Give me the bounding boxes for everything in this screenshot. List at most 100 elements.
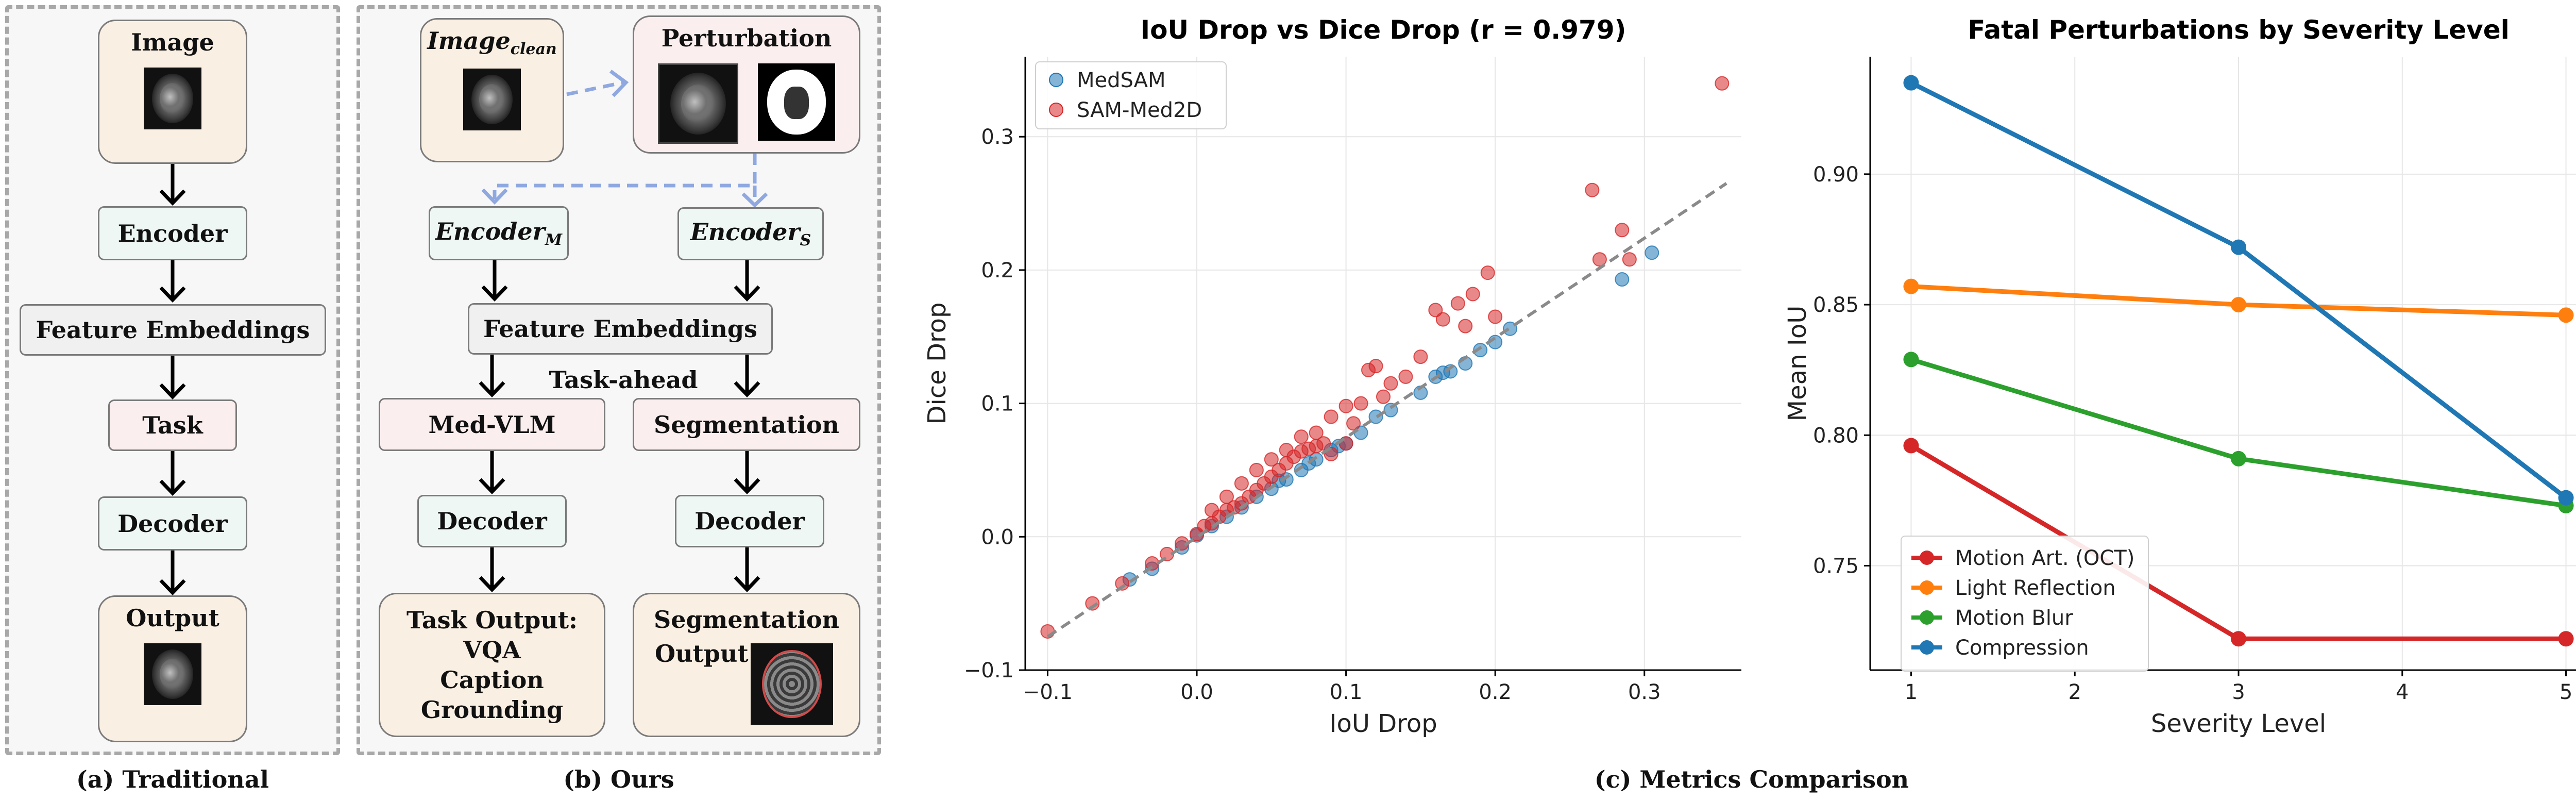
- trad-output-box: Output: [98, 595, 247, 742]
- caption-metrics: (c) Metrics Comparison: [1594, 765, 1909, 793]
- scatter-point: [1473, 343, 1488, 358]
- x-tick-label: 0.1: [1330, 680, 1363, 704]
- trad-features-box: Feature Embeddings: [20, 304, 326, 356]
- arrowhead: [479, 381, 505, 398]
- scatter-point: [1435, 312, 1450, 327]
- scatter-point: [1615, 272, 1630, 287]
- arrowhead: [734, 478, 760, 495]
- caption-traditional: (a) Traditional: [76, 765, 269, 793]
- arrowhead: [479, 478, 505, 495]
- trad-output-label: Output: [126, 604, 219, 632]
- y-axis-label: Mean IoU: [1783, 306, 1812, 422]
- y-tick-label: 0.75: [1813, 554, 1859, 578]
- scatter-point: [1279, 443, 1294, 458]
- series-point: [1903, 352, 1919, 368]
- x-tick-label: 1: [1905, 680, 1918, 704]
- task-output-item: Grounding: [420, 696, 564, 724]
- seg-output-line2: Output: [655, 640, 749, 668]
- arrowhead: [159, 189, 186, 206]
- scatter-point: [1458, 319, 1473, 334]
- y-tick-label: −0.1: [964, 659, 1014, 682]
- scatter-point: [1316, 436, 1331, 451]
- arrowhead: [479, 576, 505, 593]
- trad-image-box: Image: [98, 20, 247, 164]
- x-tick-label: 5: [2560, 680, 2572, 704]
- scatter-point: [1234, 476, 1249, 491]
- legend-marker: [1049, 73, 1063, 87]
- encoder-s-box: EncoderS: [677, 207, 824, 260]
- legend-marker: [1049, 103, 1063, 117]
- perturbation-box: Perturbation: [633, 15, 860, 154]
- scatter-point: [1115, 576, 1130, 591]
- image-clean-label: Imageclean: [427, 27, 557, 59]
- series-point: [2231, 297, 2246, 313]
- arrowhead: [159, 286, 186, 303]
- med-vlm-box: Med-VLM: [379, 398, 605, 451]
- scatter-point: [1346, 416, 1361, 431]
- x-tick-label: 2: [2068, 680, 2081, 704]
- chart-title: Fatal Perturbations by Severity Level: [1968, 15, 2510, 45]
- legend-label: Motion Art. (OCT): [1955, 546, 2134, 570]
- scatter-point: [1204, 503, 1219, 518]
- encoder-m-label: EncoderM: [435, 217, 563, 249]
- scatter-point: [1294, 429, 1309, 444]
- perturbation-label: Perturbation: [661, 24, 832, 52]
- ours-image-clean-box: Imageclean: [420, 18, 564, 162]
- legend-label: Motion Blur: [1955, 606, 2073, 630]
- ours-features-box: Feature Embeddings: [468, 303, 773, 355]
- series-point: [2231, 631, 2246, 647]
- y-tick-label: 0.90: [1813, 163, 1859, 187]
- x-axis-label: Severity Level: [2151, 709, 2326, 738]
- perturbed-mri-thumbnail: [658, 63, 738, 144]
- arrowhead: [159, 383, 186, 400]
- scatter-point: [1443, 364, 1458, 379]
- legend-label: SAM-Med2D: [1077, 98, 1202, 122]
- scatter-point: [1383, 376, 1398, 391]
- scatter-point: [1338, 398, 1353, 413]
- scatter-point: [1376, 389, 1391, 404]
- y-tick-label: 0.3: [981, 125, 1014, 149]
- caption-ours: (b) Ours: [563, 765, 674, 793]
- scatter-point: [1413, 349, 1428, 364]
- fit-line: [1046, 182, 1727, 638]
- legend-marker: [1920, 640, 1934, 655]
- y-tick-label: 0.0: [981, 525, 1014, 549]
- x-tick-label: 0.2: [1479, 680, 1512, 704]
- x-tick-label: −0.1: [1023, 680, 1073, 704]
- series-point: [2558, 490, 2574, 506]
- legend-marker: [1920, 580, 1934, 595]
- legend-box: [1035, 61, 1227, 129]
- line-chart: 1 2 3 4 5 0.75 0.80 0.85 0.90 Fatal Perturbations…: [1783, 15, 2576, 738]
- scatter-point: [1249, 462, 1264, 477]
- legend-label: Light Reflection: [1955, 576, 2116, 600]
- task-output-item: Caption: [440, 666, 544, 694]
- mri-thumbnail: [463, 69, 521, 131]
- task-output-title: Task Output:: [406, 606, 578, 634]
- decoder-left-label: Decoder: [437, 507, 547, 535]
- x-tick-label: 3: [2232, 680, 2245, 704]
- x-axis-label: IoU Drop: [1329, 709, 1437, 738]
- segmentation-box: Segmentation: [633, 398, 860, 451]
- trad-encoder-box: Encoder: [98, 206, 247, 260]
- arrowhead: [741, 192, 768, 208]
- y-tick-label: 0.85: [1813, 293, 1859, 317]
- arrowhead: [481, 285, 508, 302]
- chart-title: IoU Drop vs Dice Drop (r = 0.979): [1141, 15, 1626, 45]
- task-output-box: Task Output: VQA Caption Grounding: [379, 593, 605, 737]
- scatter-point: [1398, 369, 1413, 384]
- arrowhead: [159, 579, 186, 596]
- arrowhead: [734, 576, 760, 593]
- scatter-point: [1219, 489, 1234, 504]
- arrowhead: [734, 381, 760, 398]
- scatter-point: [1085, 596, 1100, 611]
- series-point: [1903, 438, 1919, 454]
- mri-thumbnail: [144, 68, 201, 129]
- scatter-point: [1450, 296, 1465, 311]
- segmentation-label: Segmentation: [654, 410, 839, 439]
- series-point: [2231, 451, 2246, 466]
- ours-features-label: Feature Embeddings: [483, 315, 757, 343]
- arrowhead: [609, 70, 629, 97]
- trad-decoder-box: Decoder: [98, 496, 247, 551]
- series-point: [2231, 239, 2246, 255]
- ours-arrows: [479, 70, 768, 593]
